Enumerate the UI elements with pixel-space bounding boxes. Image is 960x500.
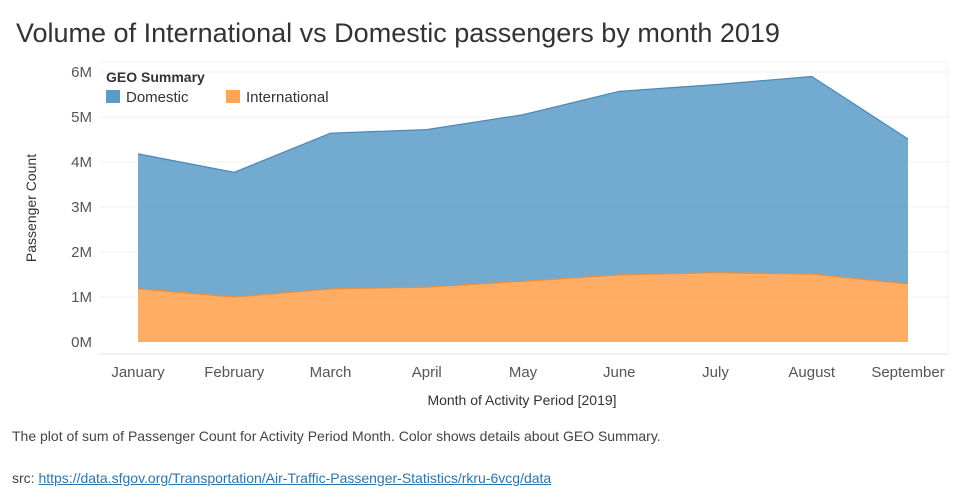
area-international [138,272,908,342]
legend-label-international: International [246,89,329,106]
area-domestic [138,76,908,297]
area-chart: 0M 1M 2M 3M 4M 5M 6M January February March April… [23,61,949,408]
x-tick-label: January [111,364,165,381]
y-tick-label: 6M [71,64,92,81]
x-axis: January February March April May June July Augu… [111,364,944,381]
line-domestic-top [137,75,909,173]
legend-swatch-international [226,90,240,103]
y-tick-label: 3M [71,199,92,216]
y-tick-label: 2M [71,244,92,261]
legend-title: GEO Summary [106,69,205,85]
area-series [137,75,909,342]
y-tick-label: 1M [71,289,92,306]
x-tick-label: April [412,364,442,381]
x-tick-label: July [702,364,729,381]
x-tick-label: June [603,364,636,381]
y-axis-label: Passenger Count [23,154,39,262]
line-international-top [137,272,909,298]
legend-label-domestic: Domestic [126,89,189,106]
y-axis: 0M 1M 2M 3M 4M 5M 6M [71,64,92,351]
chart-title: Volume of International vs Domestic pass… [16,18,780,48]
y-tick-label: 4M [71,154,92,171]
x-tick-label: September [871,364,944,381]
source-prefix: src: [12,470,39,486]
x-tick-label: May [509,364,538,381]
x-tick-label: August [788,364,836,381]
legend: GEO Summary Domestic International [106,69,329,106]
source-line: src: https://data.sfgov.org/Transportati… [12,470,551,486]
x-tick-label: February [204,364,265,381]
x-axis-label: Month of Activity Period [2019] [427,392,616,408]
x-tick-label: March [310,364,352,381]
chart-caption: The plot of sum of Passenger Count for A… [12,428,661,444]
y-tick-label: 0M [71,334,92,351]
y-tick-label: 5M [71,109,92,126]
source-link[interactable]: https://data.sfgov.org/Transportation/Ai… [38,470,552,486]
legend-swatch-domestic [106,90,120,103]
